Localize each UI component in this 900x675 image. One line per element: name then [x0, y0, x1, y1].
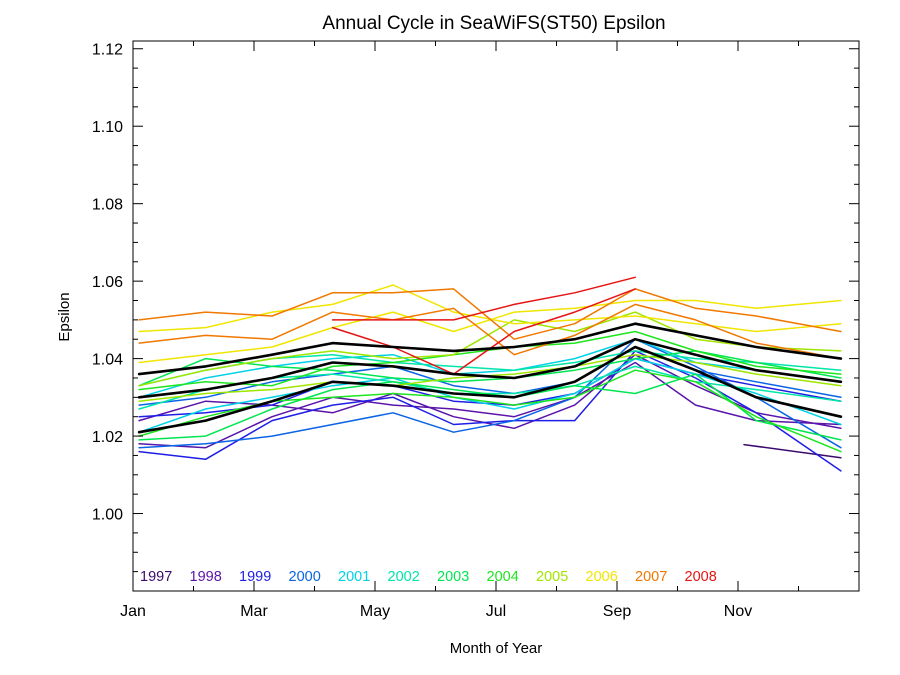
legend-item-2001: 2001 [338, 569, 370, 585]
legend-item-2000: 2000 [289, 569, 321, 585]
x-tick-label: Nov [724, 603, 752, 620]
series-line-21 [331, 276, 636, 321]
y-tick-label: 1.06 [92, 274, 123, 291]
y-tick-label: 1.12 [92, 42, 123, 59]
chart-title: Annual Cycle in SeaWiFS(ST50) Epsilon [322, 13, 665, 34]
legend-item-2003: 2003 [437, 569, 469, 585]
legend-item-1998: 1998 [190, 569, 222, 585]
series-layer [137, 276, 843, 472]
axes: 1.00 1.02 1.04 1.06 1.08 1.10 1.12 Jan Mar May Jul… [92, 41, 859, 620]
legend-item-2002: 2002 [388, 569, 420, 585]
x-axis-label: Month of Year [450, 640, 543, 657]
series-line-16 [138, 311, 842, 387]
legend-item-2005: 2005 [536, 569, 568, 585]
y-tick-label: 1.08 [92, 197, 123, 214]
y-tick-label: 1.10 [92, 119, 123, 136]
series-line-2 [138, 361, 842, 449]
legend-item-2008: 2008 [685, 569, 717, 585]
series-line-0 [743, 443, 842, 459]
y-axis-label: Epsilon [56, 292, 73, 341]
series-line-11 [138, 373, 842, 441]
legend: 1997 1998 1999 2000 2001 2002 2003 2004 2005 2006… [140, 569, 717, 585]
x-tick-label: May [360, 603, 390, 620]
y-tick-label: 1.04 [92, 352, 123, 369]
series-line-20 [138, 303, 842, 360]
legend-item-2006: 2006 [586, 569, 618, 585]
series-line-17 [138, 299, 842, 364]
legend-item-1999: 1999 [239, 569, 271, 585]
x-tick-label: Mar [240, 603, 268, 620]
series-line-7 [138, 357, 842, 433]
x-tick-label: Jul [486, 603, 506, 620]
x-tick-label: Sep [603, 603, 632, 620]
series-line-25 [137, 345, 843, 434]
series-line-23 [137, 322, 843, 376]
legend-item-2004: 2004 [487, 569, 519, 585]
plot-frame [132, 40, 860, 592]
series-line-24 [137, 337, 843, 399]
series-line-14 [138, 330, 842, 391]
series-line-22 [331, 288, 636, 375]
x-tick-label: Jan [120, 603, 146, 620]
y-tick-label: 1.00 [92, 507, 123, 524]
series-line-19 [138, 288, 842, 340]
legend-item-1997: 1997 [140, 569, 172, 585]
y-tick-label: 1.02 [92, 429, 123, 446]
legend-item-2007: 2007 [635, 569, 667, 585]
